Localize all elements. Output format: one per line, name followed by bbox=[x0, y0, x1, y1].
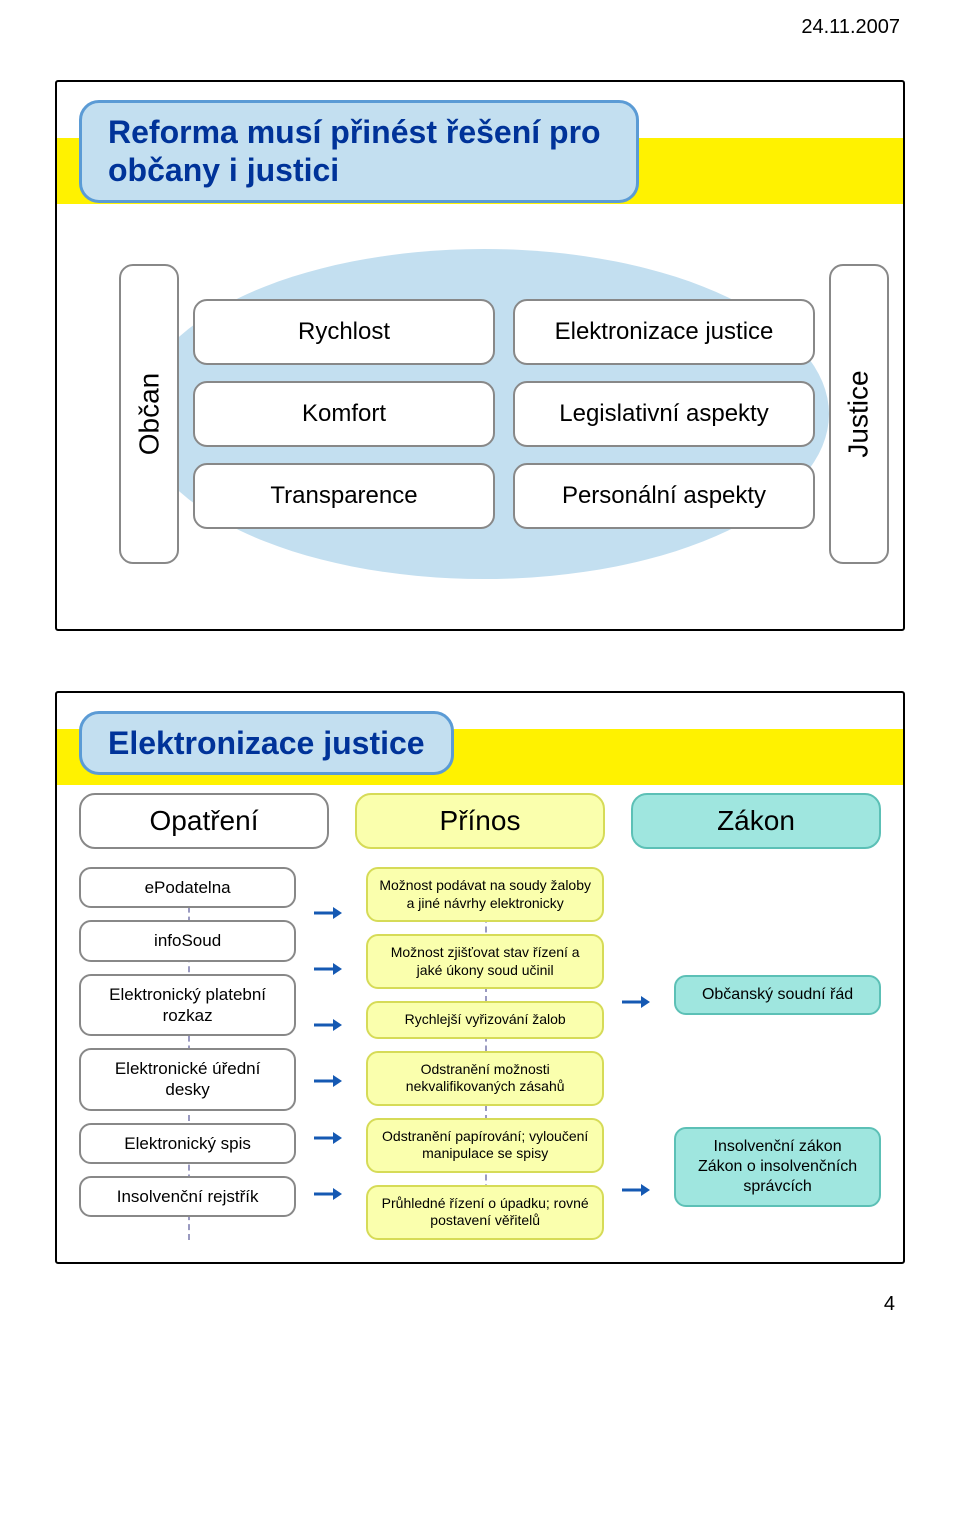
box-epodatelna: ePodatelna bbox=[79, 867, 296, 908]
box-infosoud: infoSoud bbox=[79, 920, 296, 961]
box-legislativni: Legislativní aspekty bbox=[513, 381, 815, 447]
header-opatreni: Opatření bbox=[79, 793, 329, 849]
prinos-2: Možnost zjišťovat stav řízení a jaké úko… bbox=[366, 934, 604, 989]
prinos-4: Odstranění možnosti nekvalifikovaných zá… bbox=[366, 1051, 604, 1106]
arrows-1 bbox=[314, 867, 348, 1240]
slide-reform: Reforma musí přinést řešení pro občany i… bbox=[55, 80, 905, 631]
arrows-2 bbox=[622, 867, 656, 1240]
box-insolvencni: Insolvenční rejstřík bbox=[79, 1176, 296, 1217]
box-komfort: Komfort bbox=[193, 381, 495, 447]
slide-title: Reforma musí přinést řešení pro občany i… bbox=[79, 100, 639, 203]
slide2-body: ePodatelna infoSoud Elektronický platebn… bbox=[79, 867, 881, 1240]
prinos-1: Možnost podávat na soudy žaloby a jiné n… bbox=[366, 867, 604, 922]
header-prinos: Přínos bbox=[355, 793, 605, 849]
arrow-icon bbox=[314, 1189, 348, 1199]
col-prinos: Možnost podávat na soudy žaloby a jiné n… bbox=[366, 867, 604, 1240]
zakon-insolvencni: Insolvenční zákon Zákon o insolvenčních … bbox=[674, 1127, 881, 1207]
right-pill-label: Justice bbox=[843, 370, 875, 457]
slide2-content: Opatření Přínos Zákon ePodatelna infoSou… bbox=[79, 793, 881, 1240]
arrow-icon bbox=[314, 1076, 348, 1086]
prinos-3: Rychlejší vyřizování žalob bbox=[366, 1001, 604, 1039]
slide2-title: Elektronizace justice bbox=[79, 711, 454, 775]
box-elektronizace: Elektronizace justice bbox=[513, 299, 815, 365]
header-zakon: Zákon bbox=[631, 793, 881, 849]
zakon-stack: Občanský soudní řád Insolvenční zákon Zá… bbox=[674, 867, 881, 1219]
arrow-icon bbox=[314, 908, 348, 918]
slide1-grid: Občan Rychlost Komfort Transparence Elek… bbox=[119, 249, 889, 579]
arrow-icon bbox=[314, 1133, 348, 1143]
arrow-icon bbox=[622, 997, 656, 1007]
prinos-5: Odstranění papírování; vyloučení manipul… bbox=[366, 1118, 604, 1173]
middle-columns: Rychlost Komfort Transparence Elektroniz… bbox=[193, 299, 815, 529]
arrow-icon bbox=[314, 1020, 348, 1030]
zakon-osr: Občanský soudní řád bbox=[674, 975, 881, 1015]
box-personalni: Personální aspekty bbox=[513, 463, 815, 529]
arrow-stack-1 bbox=[314, 867, 348, 1240]
headers-row: Opatření Přínos Zákon bbox=[79, 793, 881, 849]
col-justice-items: Elektronizace justice Legislativní aspek… bbox=[513, 299, 815, 529]
box-desky: Elektronické úřední desky bbox=[79, 1048, 296, 1111]
arrow-icon bbox=[314, 964, 348, 974]
prinos-6: Průhledné řízení o úpadku; rovné postave… bbox=[366, 1185, 604, 1240]
col-opatreni: ePodatelna infoSoud Elektronický platebn… bbox=[79, 867, 296, 1240]
box-epr: Elektronický platební rozkaz bbox=[79, 974, 296, 1037]
slide1-content: Občan Rychlost Komfort Transparence Elek… bbox=[79, 239, 881, 599]
left-pill-obcan: Občan bbox=[119, 264, 179, 564]
slide-elektronizace: Elektronizace justice Opatření Přínos Zá… bbox=[55, 691, 905, 1264]
col-zakon: Občanský soudní řád Insolvenční zákon Zá… bbox=[674, 867, 881, 1240]
page-number: 4 bbox=[884, 1293, 895, 1316]
arrow-icon bbox=[622, 1185, 656, 1195]
page: 24.11.2007 Reforma musí přinést řešení p… bbox=[0, 0, 960, 1334]
box-spis: Elektronický spis bbox=[79, 1123, 296, 1164]
left-pill-label: Občan bbox=[133, 373, 165, 456]
page-date: 24.11.2007 bbox=[801, 16, 900, 39]
box-transparence: Transparence bbox=[193, 463, 495, 529]
col-obcan-items: Rychlost Komfort Transparence bbox=[193, 299, 495, 529]
box-rychlost: Rychlost bbox=[193, 299, 495, 365]
right-pill-justice: Justice bbox=[829, 264, 889, 564]
